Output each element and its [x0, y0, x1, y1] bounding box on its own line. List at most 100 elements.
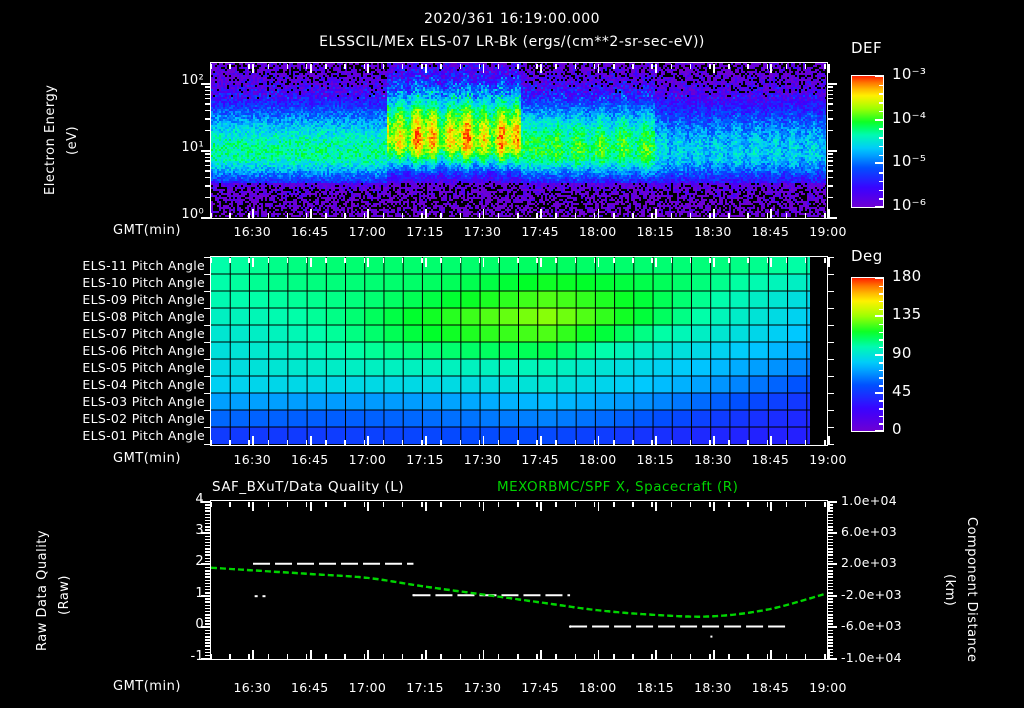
x-minor-tick: [248, 440, 250, 445]
mid-row-tick: [828, 409, 834, 412]
top-cbar-minor-tick: [879, 110, 884, 113]
bottom-y-tick-label-left: 3: [195, 522, 204, 538]
mid-cbar-minor-tick: [879, 308, 884, 311]
x-minor-tick: [344, 501, 346, 507]
x-minor-tick: [709, 63, 711, 69]
bottom-y-minor-tick-left: [205, 576, 210, 578]
x-minor-tick: [248, 213, 250, 218]
mid-row-tick: [204, 358, 210, 361]
top-y-minor-tick-right: [828, 156, 833, 159]
bottom-y-minor-tick-left: [205, 513, 210, 516]
top-cbar-minor-tick: [879, 145, 884, 148]
top-y-minor-tick: [205, 164, 210, 167]
x-minor-tick: [421, 440, 423, 445]
x-minor-tick: [728, 501, 730, 507]
bottom-y-minor-tick-right: [828, 632, 833, 635]
bottom-y-minor-tick-left: [205, 544, 210, 547]
x-minor-tick: [670, 501, 673, 507]
top-y-tick-label: 10²: [181, 72, 204, 88]
bottom-y-minor-tick-right: [828, 582, 833, 585]
x-minor-tick: [210, 213, 212, 218]
x-minor-tick: [804, 501, 807, 507]
top-cbar-major-tick: [875, 75, 884, 77]
bottom-y-minor-tick-left: [205, 507, 210, 509]
x-minor-tick: [689, 440, 692, 445]
x-tick-label: 16:45: [291, 224, 329, 239]
x-minor-tick: [651, 213, 653, 218]
x-minor-tick: [728, 213, 730, 218]
bottom-y-minor-tick-left: [205, 585, 210, 588]
mid-cbar-tick-label: 90: [892, 343, 912, 362]
x-minor-tick: [267, 440, 270, 445]
bottom-y-minor-tick-right: [828, 623, 833, 625]
x-major-tick: [655, 650, 658, 659]
x-tick-label: 18:45: [751, 224, 790, 239]
x-minor-tick: [555, 440, 557, 445]
x-tick-label: 19:00: [809, 452, 847, 467]
bottom-panel-ylabel-right-line1: Component Distance: [964, 517, 979, 663]
x-minor-tick: [766, 257, 769, 263]
pitch-angle-row-label: ELS-09 Pitch Angle: [82, 292, 205, 307]
bottom-y-minor-tick-right: [828, 560, 833, 563]
x-tick-label: 17:30: [463, 224, 502, 239]
x-minor-tick: [229, 501, 231, 507]
x-tick-label: 18:15: [636, 224, 675, 239]
bottom-y-minor-tick-left: [205, 632, 210, 635]
mid-cbar-minor-tick: [879, 285, 884, 288]
x-minor-tick: [478, 257, 481, 263]
x-minor-tick: [421, 257, 423, 263]
top-y-minor-tick-right: [828, 196, 833, 199]
x-major-tick: [309, 257, 312, 267]
x-minor-tick: [613, 654, 615, 659]
x-major-tick: [309, 63, 312, 73]
x-minor-tick: [804, 654, 807, 659]
bottom-y-minor-tick-right: [828, 607, 833, 610]
x-minor-tick: [536, 501, 538, 507]
bottom-y-minor-tick-right: [828, 529, 833, 531]
mid-cbar-major-tick: [875, 277, 884, 279]
x-major-tick: [252, 501, 255, 511]
x-minor-tick: [613, 63, 615, 69]
bottom-y-major-tick-right: [828, 500, 837, 503]
bottom-y-minor-tick-left: [205, 560, 210, 563]
x-minor-tick: [555, 213, 557, 218]
x-major-tick: [309, 436, 312, 445]
x-minor-tick: [651, 440, 653, 445]
top-y-major-tick: [201, 82, 210, 85]
bottom-y-minor-tick-left: [205, 601, 210, 603]
x-tick-label: 17:30: [463, 680, 502, 695]
bottom-y-minor-tick-left: [205, 522, 210, 525]
x-minor-tick: [613, 501, 615, 507]
x-minor-tick: [267, 654, 270, 659]
bottom-y-minor-tick-left: [205, 607, 210, 610]
bottom-y-minor-tick-right: [828, 614, 833, 616]
mid-row-tick: [204, 375, 210, 378]
x-minor-tick: [651, 501, 653, 507]
bottom-y-minor-tick-right: [828, 610, 833, 613]
x-minor-tick: [689, 654, 692, 659]
x-tick-label: 18:00: [578, 680, 617, 695]
x-major-tick: [655, 501, 658, 511]
x-minor-tick: [747, 654, 749, 659]
x-minor-tick: [344, 654, 346, 659]
x-minor-tick: [421, 63, 423, 69]
x-major-tick: [424, 63, 427, 73]
bottom-y-minor-tick-right: [828, 548, 833, 550]
x-tick-label: 18:15: [636, 680, 675, 695]
x-minor-tick: [459, 63, 461, 69]
plot-subtitle: ELSSCIL/MEx ELS-07 LR-Bk (ergs/(cm**2-sr…: [319, 34, 705, 50]
bottom-y-minor-tick-right: [828, 604, 833, 607]
x-minor-tick: [305, 501, 308, 507]
x-minor-tick: [497, 257, 500, 263]
mid-cbar-major-tick: [875, 353, 884, 356]
bottom-y-minor-tick-left: [205, 541, 210, 544]
x-major-tick: [712, 436, 715, 445]
x-minor-tick: [593, 654, 596, 659]
bottom-y-minor-tick-left: [205, 579, 210, 581]
x-minor-tick: [421, 501, 423, 507]
x-minor-tick: [555, 257, 557, 263]
top-cbar-minor-tick: [879, 102, 884, 104]
x-minor-tick: [574, 501, 577, 507]
top-y-minor-tick-right: [828, 185, 833, 187]
mid-cbar-tick-label: 135: [892, 305, 922, 324]
